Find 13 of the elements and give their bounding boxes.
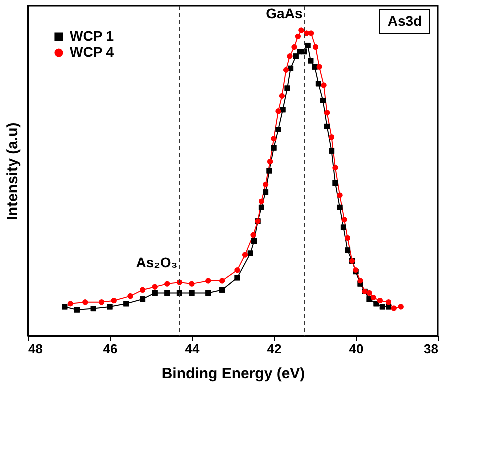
x-tick-label: 46 bbox=[103, 342, 118, 356]
x-tick-label: 42 bbox=[267, 342, 282, 356]
legend-label: WCP 4 bbox=[70, 44, 114, 60]
x-tick-label: 48 bbox=[28, 342, 43, 356]
x-tick-label: 38 bbox=[424, 342, 438, 356]
legend-label: WCP 1 bbox=[70, 28, 114, 44]
text: As3d bbox=[388, 13, 422, 29]
ref-line-label: GaAs bbox=[266, 6, 303, 22]
x-axis-title: Binding Energy (eV) bbox=[162, 366, 306, 382]
x-tick-label: 44 bbox=[185, 342, 200, 356]
x-tick-label: 40 bbox=[349, 342, 364, 356]
ref-line-label: As₂O₃ bbox=[136, 254, 178, 271]
y-axis-title: Intensity (a.u) bbox=[4, 122, 22, 220]
